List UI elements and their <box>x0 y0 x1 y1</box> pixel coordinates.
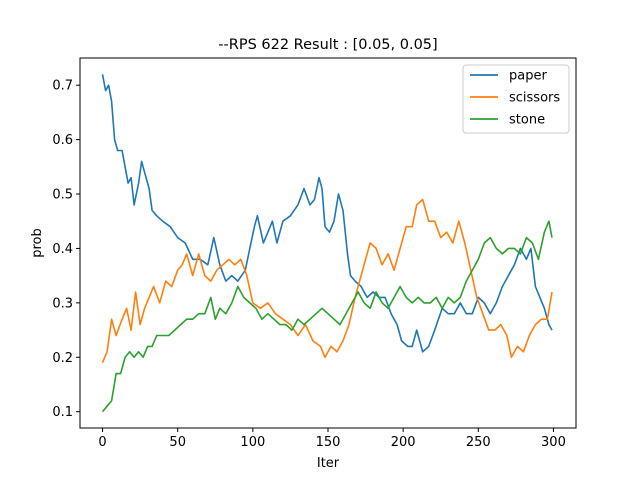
y-tick-label: 0.1 <box>52 405 73 420</box>
series-line-stone <box>101 220 553 413</box>
x-tick-label: 300 <box>541 435 566 450</box>
axis-ticks: 0 50 100 150 200 250 300 0.1 0.2 0.3 0.4 0.5 0.6 0.7 <box>52 79 566 450</box>
series-line-scissors <box>101 198 553 364</box>
y-axis-label: prob <box>30 228 45 258</box>
series-line-paper <box>101 74 553 353</box>
x-tick-label: 100 <box>240 435 265 450</box>
legend-box <box>462 64 570 134</box>
y-tick-label: 0.3 <box>52 296 73 311</box>
y-tick-label: 0.5 <box>52 188 73 203</box>
legend-label-stone: stone <box>509 113 545 128</box>
x-tick-label: 50 <box>169 435 186 450</box>
y-tick-label: 0.2 <box>52 351 73 366</box>
legend-label-paper: paper <box>509 69 547 84</box>
x-tick-label: 0 <box>98 435 106 450</box>
x-tick-label: 200 <box>391 435 416 450</box>
y-tick-label: 0.4 <box>52 242 73 257</box>
y-tick-label: 0.7 <box>52 79 73 94</box>
x-tick-label: 150 <box>316 435 341 450</box>
series-lines <box>101 74 553 413</box>
legend: paper scissors stone <box>462 64 570 134</box>
x-axis-label: Iter <box>317 456 340 471</box>
chart-title: --RPS 622 Result : [0.05, 0.05] <box>218 37 437 53</box>
legend-label-scissors: scissors <box>509 91 560 106</box>
x-tick-label: 250 <box>466 435 491 450</box>
y-tick-label: 0.6 <box>52 133 73 148</box>
